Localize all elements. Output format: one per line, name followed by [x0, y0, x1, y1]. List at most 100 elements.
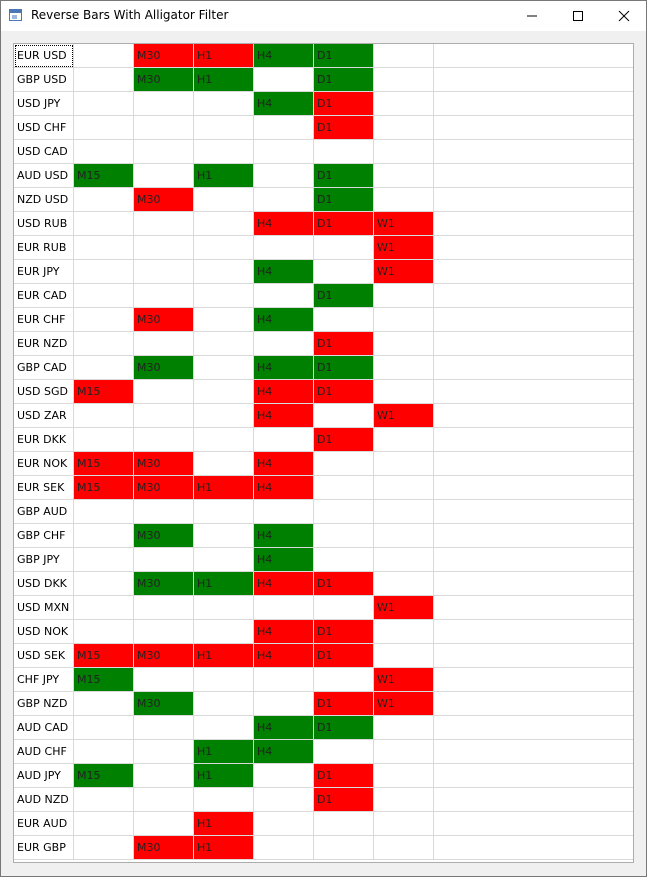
empty-cell[interactable]	[194, 620, 254, 644]
empty-cell[interactable]	[374, 644, 434, 668]
empty-cell[interactable]	[134, 812, 194, 836]
empty-cell[interactable]	[74, 260, 134, 284]
pair-cell[interactable]: GBP NZD	[14, 692, 74, 716]
empty-cell[interactable]	[434, 644, 633, 668]
signal-cell-d1[interactable]: D1	[314, 788, 374, 812]
empty-cell[interactable]	[194, 428, 254, 452]
empty-cell[interactable]	[254, 692, 314, 716]
empty-cell[interactable]	[374, 380, 434, 404]
empty-cell[interactable]	[134, 236, 194, 260]
empty-cell[interactable]	[254, 812, 314, 836]
empty-cell[interactable]	[374, 500, 434, 524]
empty-cell[interactable]	[434, 836, 633, 860]
empty-cell[interactable]	[134, 740, 194, 764]
empty-cell[interactable]	[134, 764, 194, 788]
empty-cell[interactable]	[434, 620, 633, 644]
empty-cell[interactable]	[374, 716, 434, 740]
empty-cell[interactable]	[434, 140, 633, 164]
empty-cell[interactable]	[254, 668, 314, 692]
empty-cell[interactable]	[374, 332, 434, 356]
signal-cell-d1[interactable]: D1	[314, 284, 374, 308]
empty-cell[interactable]	[254, 188, 314, 212]
signal-cell-m30[interactable]: M30	[134, 356, 194, 380]
pair-cell[interactable]: USD CAD	[14, 140, 74, 164]
empty-cell[interactable]	[434, 260, 633, 284]
signal-cell-h4[interactable]: H4	[254, 476, 314, 500]
empty-cell[interactable]	[434, 92, 633, 116]
signal-cell-h1[interactable]: H1	[194, 572, 254, 596]
empty-cell[interactable]	[254, 836, 314, 860]
empty-cell[interactable]	[434, 524, 633, 548]
empty-cell[interactable]	[194, 212, 254, 236]
signal-cell-d1[interactable]: D1	[314, 116, 374, 140]
empty-cell[interactable]	[74, 428, 134, 452]
signal-cell-h1[interactable]: H1	[194, 740, 254, 764]
signal-cell-d1[interactable]: D1	[314, 764, 374, 788]
empty-cell[interactable]	[74, 140, 134, 164]
empty-cell[interactable]	[314, 404, 374, 428]
empty-cell[interactable]	[74, 68, 134, 92]
signal-cell-h1[interactable]: H1	[194, 812, 254, 836]
signal-cell-m15[interactable]: M15	[74, 668, 134, 692]
empty-cell[interactable]	[314, 500, 374, 524]
empty-cell[interactable]	[434, 572, 633, 596]
signal-cell-h4[interactable]: H4	[254, 212, 314, 236]
pair-cell[interactable]: GBP AUD	[14, 500, 74, 524]
empty-cell[interactable]	[74, 212, 134, 236]
pair-cell[interactable]: USD NOK	[14, 620, 74, 644]
signal-cell-d1[interactable]: D1	[314, 188, 374, 212]
signal-cell-h1[interactable]: H1	[194, 476, 254, 500]
signal-cell-m30[interactable]: M30	[134, 644, 194, 668]
empty-cell[interactable]	[254, 164, 314, 188]
empty-cell[interactable]	[374, 524, 434, 548]
pair-cell[interactable]: GBP USD	[14, 68, 74, 92]
empty-cell[interactable]	[254, 428, 314, 452]
empty-cell[interactable]	[434, 788, 633, 812]
empty-cell[interactable]	[374, 620, 434, 644]
signal-cell-m15[interactable]: M15	[74, 452, 134, 476]
empty-cell[interactable]	[194, 788, 254, 812]
pair-cell[interactable]: EUR USD	[14, 44, 74, 68]
empty-cell[interactable]	[314, 524, 374, 548]
signal-cell-m30[interactable]: M30	[134, 524, 194, 548]
pair-cell[interactable]: EUR NOK	[14, 452, 74, 476]
empty-cell[interactable]	[374, 68, 434, 92]
signal-cell-h4[interactable]: H4	[254, 452, 314, 476]
empty-cell[interactable]	[194, 116, 254, 140]
empty-cell[interactable]	[254, 68, 314, 92]
signal-cell-h4[interactable]: H4	[254, 260, 314, 284]
empty-cell[interactable]	[74, 500, 134, 524]
empty-cell[interactable]	[314, 740, 374, 764]
signal-cell-d1[interactable]: D1	[314, 380, 374, 404]
signal-cell-h1[interactable]: H1	[194, 836, 254, 860]
empty-cell[interactable]	[314, 260, 374, 284]
signal-cell-w1[interactable]: W1	[374, 212, 434, 236]
empty-cell[interactable]	[314, 452, 374, 476]
empty-cell[interactable]	[434, 164, 633, 188]
empty-cell[interactable]	[74, 332, 134, 356]
empty-cell[interactable]	[434, 116, 633, 140]
pair-cell[interactable]: EUR RUB	[14, 236, 74, 260]
empty-cell[interactable]	[194, 452, 254, 476]
empty-cell[interactable]	[314, 236, 374, 260]
signal-cell-d1[interactable]: D1	[314, 692, 374, 716]
empty-cell[interactable]	[74, 236, 134, 260]
signal-cell-h4[interactable]: H4	[254, 548, 314, 572]
signal-cell-h1[interactable]: H1	[194, 44, 254, 68]
empty-cell[interactable]	[134, 212, 194, 236]
signal-cell-d1[interactable]: D1	[314, 428, 374, 452]
empty-cell[interactable]	[134, 428, 194, 452]
empty-cell[interactable]	[194, 716, 254, 740]
empty-cell[interactable]	[194, 308, 254, 332]
empty-cell[interactable]	[374, 284, 434, 308]
empty-cell[interactable]	[434, 764, 633, 788]
empty-cell[interactable]	[134, 620, 194, 644]
empty-cell[interactable]	[374, 44, 434, 68]
empty-cell[interactable]	[314, 812, 374, 836]
signal-cell-d1[interactable]: D1	[314, 572, 374, 596]
signal-cell-w1[interactable]: W1	[374, 692, 434, 716]
signal-cell-d1[interactable]: D1	[314, 212, 374, 236]
signal-cell-d1[interactable]: D1	[314, 164, 374, 188]
pair-cell[interactable]: EUR JPY	[14, 260, 74, 284]
empty-cell[interactable]	[314, 140, 374, 164]
